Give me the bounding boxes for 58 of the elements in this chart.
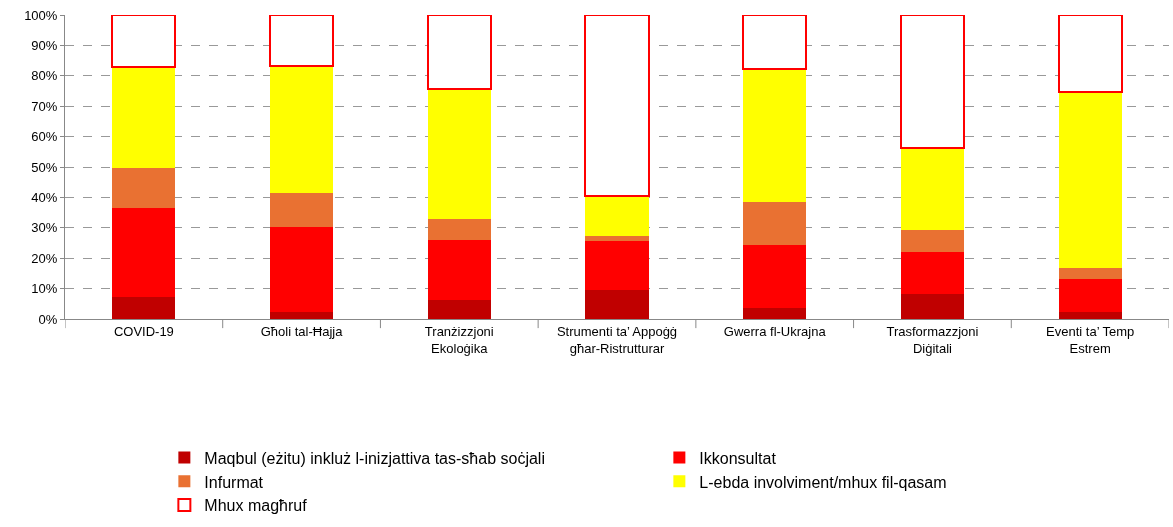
y-tick-label: 0% bbox=[38, 311, 58, 327]
bar bbox=[112, 208, 176, 298]
bar bbox=[112, 297, 176, 319]
legend-label: Mhux magħruf bbox=[204, 497, 308, 515]
y-tick-label: 60% bbox=[31, 129, 58, 145]
bar bbox=[743, 308, 807, 319]
bar bbox=[1057, 15, 1123, 93]
bar bbox=[742, 15, 808, 70]
bar bbox=[585, 241, 649, 290]
x-tick-label: Gwerra fl-Ukrajna bbox=[723, 323, 827, 339]
x-tick-label: COVID-19 bbox=[113, 323, 174, 339]
bar bbox=[1058, 268, 1122, 280]
y-tick-label: 100% bbox=[24, 7, 58, 23]
bar bbox=[427, 299, 491, 319]
y-tick-label: 30% bbox=[31, 220, 58, 236]
y-tick-label: 80% bbox=[31, 68, 58, 84]
bar bbox=[269, 15, 335, 67]
bar bbox=[270, 193, 334, 228]
bar bbox=[270, 227, 334, 313]
legend-label: L-ebda involviment/mhux fil-qasam bbox=[699, 473, 947, 491]
bar bbox=[899, 15, 965, 149]
bar bbox=[426, 15, 492, 90]
bar bbox=[585, 289, 649, 319]
bar bbox=[743, 68, 807, 202]
bar bbox=[270, 65, 334, 194]
bar bbox=[584, 15, 650, 197]
bar bbox=[900, 252, 964, 295]
y-tick-label: 70% bbox=[31, 98, 58, 114]
x-tick-label: Trasformazzjoni Diġitali bbox=[886, 323, 979, 356]
x-tick-label: Eventi ta’ Temp Estrem bbox=[1046, 323, 1135, 356]
bar bbox=[585, 236, 649, 242]
bar bbox=[1058, 279, 1122, 313]
bar bbox=[112, 67, 176, 169]
y-tick-label: 10% bbox=[31, 281, 58, 297]
bar bbox=[900, 147, 964, 230]
legend-label: Maqbul (eżitu) inkluż l-inizjattiva tas-sħab soċjali bbox=[204, 449, 545, 467]
x-tick-label: Tranżizzjoni Ekoloġika bbox=[424, 323, 494, 356]
bar bbox=[427, 219, 491, 241]
bar bbox=[585, 195, 649, 237]
x-tick-label: Għoli tal-Ħajja bbox=[260, 323, 344, 339]
y-tick-label: 20% bbox=[31, 250, 58, 266]
legend-label: Infurmat bbox=[204, 473, 264, 491]
bar bbox=[270, 312, 334, 319]
bar bbox=[743, 245, 807, 309]
x-tick-label: Strumenti ta’ Appoġġ għar-Ristrutturar bbox=[556, 323, 678, 356]
bar bbox=[427, 240, 491, 300]
bar bbox=[900, 294, 964, 319]
y-tick-label: 50% bbox=[31, 159, 58, 175]
bar bbox=[743, 201, 807, 246]
bar bbox=[111, 15, 177, 69]
bar bbox=[1058, 91, 1122, 269]
y-tick-label: 90% bbox=[31, 37, 58, 53]
bar bbox=[900, 229, 964, 253]
bar bbox=[427, 88, 491, 220]
legend-label: Ikkonsultat bbox=[699, 449, 777, 467]
y-tick-label: 40% bbox=[31, 189, 58, 205]
bar bbox=[1058, 312, 1122, 319]
bar bbox=[112, 168, 176, 209]
